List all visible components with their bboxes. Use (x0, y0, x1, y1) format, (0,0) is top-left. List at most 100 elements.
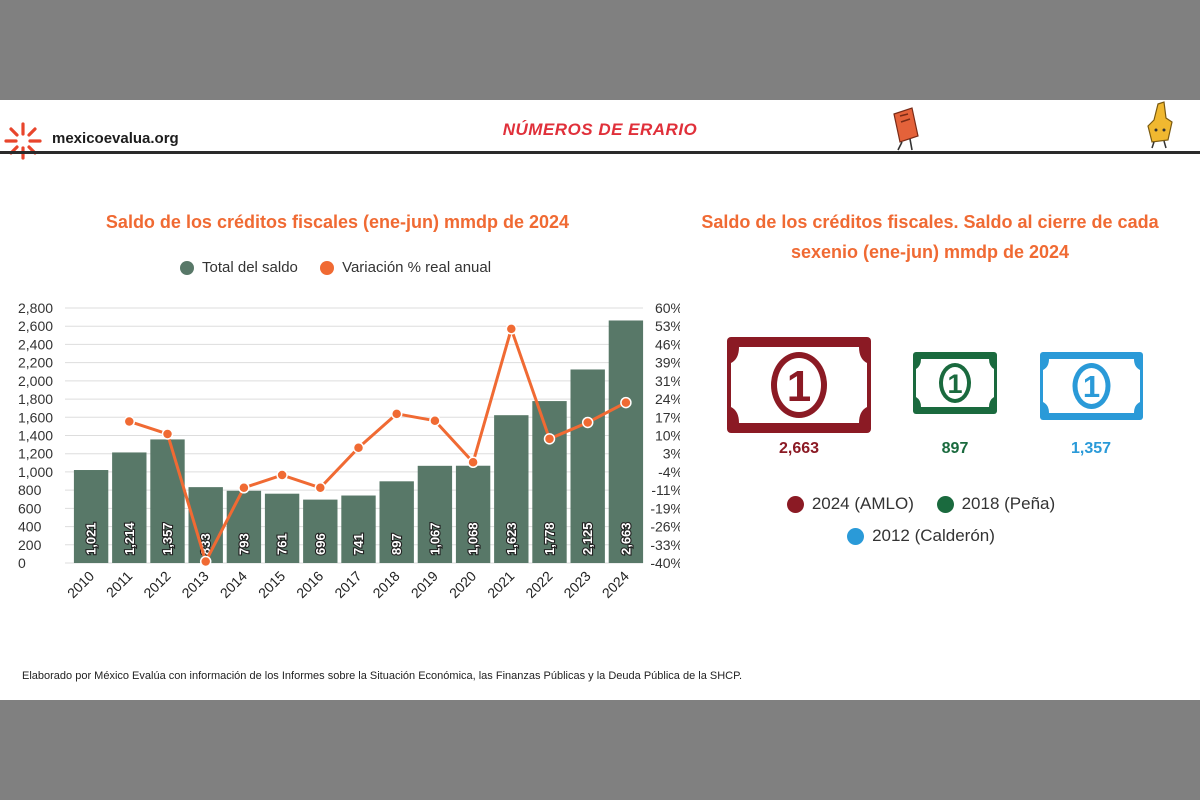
legend-swatch-pena (936, 495, 954, 513)
bill-icon-pena: 1 (913, 352, 997, 414)
y-right-tick-label: -11% (651, 482, 680, 498)
y-right-tick-label: -33% (650, 537, 680, 553)
y-right-tick-label: 17% (655, 409, 680, 425)
y-left-tick-label: 0 (18, 555, 26, 571)
bar-value-label: 1,623 (504, 522, 519, 555)
legend-item-pena: 2018 (Peña) (936, 493, 1056, 514)
header-divider (0, 151, 1200, 154)
bar-value-label: 1,214 (122, 522, 137, 555)
x-tick-label: 2018 (369, 568, 402, 601)
bill-icon-amlo: 1 (727, 337, 871, 433)
legend-label-variacion: Variación % real anual (342, 258, 492, 276)
y-left-tick-label: 1,800 (18, 391, 53, 407)
legend-swatch-amlo (786, 495, 804, 513)
x-tick-label: 2010 (64, 568, 97, 601)
bill-icon-calderon: 1 (1040, 352, 1143, 420)
x-tick-label: 2023 (560, 568, 593, 601)
y-right-tick-label: 53% (655, 318, 680, 334)
y-left-tick-label: 2,000 (18, 373, 53, 389)
y-right-tick-label: 24% (655, 391, 680, 407)
bar (341, 495, 376, 563)
bar (608, 320, 644, 563)
left-chart-legend: Total del saldo Variación % real anual (180, 258, 509, 278)
legend-swatch-calderon (847, 528, 865, 546)
source-note: Elaborado por México Evalúa con informac… (22, 670, 743, 682)
page: mexicoevalua.org NÚMEROS DE ERARIO Saldo… (0, 100, 1200, 700)
bar-value-label: 897 (389, 533, 404, 555)
x-tick-label: 2014 (217, 568, 250, 601)
variation-point (581, 416, 594, 429)
bar (532, 401, 567, 563)
bar-value-label: 2,125 (580, 522, 595, 555)
x-tick-label: 2013 (178, 568, 211, 601)
x-tick-label: 2015 (255, 568, 288, 601)
bill-value-amlo: 2,663 (778, 440, 820, 457)
logo-text[interactable]: mexicoevalua.org (52, 130, 179, 147)
legend-item-total: Total del saldo (180, 259, 298, 276)
x-tick-label: 2024 (599, 568, 632, 601)
y-left-tick-label: 200 (18, 537, 42, 553)
bar-value-label: 696 (313, 533, 328, 555)
y-left-tick-label: 2,400 (18, 336, 53, 352)
y-right-tick-label: 39% (655, 355, 680, 371)
x-tick-label: 2020 (446, 568, 479, 601)
legend-label-pena: 2018 (Peña) (961, 493, 1056, 513)
legend-label-amlo: 2024 (AMLO) (811, 493, 914, 513)
variation-point (199, 555, 212, 568)
variation-point (467, 456, 479, 469)
bar (455, 465, 491, 563)
y-left-tick-label: 1,000 (18, 464, 53, 480)
bill-value-pena: 897 (941, 440, 969, 457)
y-right-tick-label: 60% (655, 300, 680, 316)
left-chart-title: Saldo de los créditos fiscales (ene-jun)… (105, 212, 570, 232)
variation-point (161, 428, 174, 440)
bills-area: 1 1 1 2,663 897 1,357 (700, 335, 1180, 475)
mascot-bill-icon (893, 107, 919, 151)
x-tick-label: 2022 (522, 568, 555, 601)
bar (570, 369, 605, 563)
y-left-tick-label: 400 (18, 519, 42, 535)
bar-value-label: 2,663 (618, 522, 633, 555)
variation-point (429, 414, 441, 427)
y-left-tick-label: 600 (18, 500, 42, 516)
bar (417, 465, 453, 563)
legend-label-total: Total del saldo (202, 258, 298, 276)
variation-point (505, 323, 518, 335)
variation-point (620, 396, 632, 409)
legend-label-calderon: 2012 (Calderón) (872, 526, 995, 546)
variation-point (276, 469, 288, 481)
variation-point (314, 482, 327, 494)
bar (494, 415, 529, 563)
variation-point (352, 441, 365, 454)
legend-item-calderon: 2012 (Calderón) (847, 526, 995, 546)
legend-swatch-variacion (320, 260, 335, 275)
bill-symbol: 1 (787, 362, 811, 411)
legend-swatch-total (180, 260, 194, 275)
variation-point (238, 482, 250, 494)
logo-icon (4, 122, 42, 160)
bar (264, 493, 300, 563)
legend-item-amlo: 2024 (AMLO) (786, 493, 914, 514)
x-tick-label: 2016 (293, 568, 326, 601)
bar-value-label: 761 (275, 533, 290, 555)
bar (150, 439, 185, 563)
x-tick-label: 2019 (408, 568, 441, 601)
y-right-tick-label: 10% (655, 428, 680, 444)
y-right-tick-label: 3% (663, 446, 680, 462)
left-chart: 0 200 400 600 800 1,000 1,200 1,400 1,600 1,800 2,… (18, 300, 680, 601)
variation-point (390, 408, 403, 420)
y-right-tick-label: -4% (658, 464, 680, 480)
bar-value-label: 1,021 (84, 522, 99, 555)
bar (226, 490, 262, 563)
bar-value-label: 1,778 (542, 522, 557, 555)
y-left-tick-label: 1,200 (18, 446, 53, 462)
bill-value-calderon: 1,357 (1070, 440, 1112, 457)
y-left-tick-label: 2,800 (18, 300, 53, 316)
bar (379, 481, 414, 563)
bar-value-label: 1,068 (466, 522, 481, 555)
bar (112, 452, 147, 563)
header: mexicoevalua.org NÚMEROS DE ERARIO (0, 100, 1200, 160)
variation-line (128, 323, 627, 566)
bar (303, 499, 338, 563)
right-chart-title: Saldo de los créditos fiscales. Saldo al… (701, 212, 1159, 262)
